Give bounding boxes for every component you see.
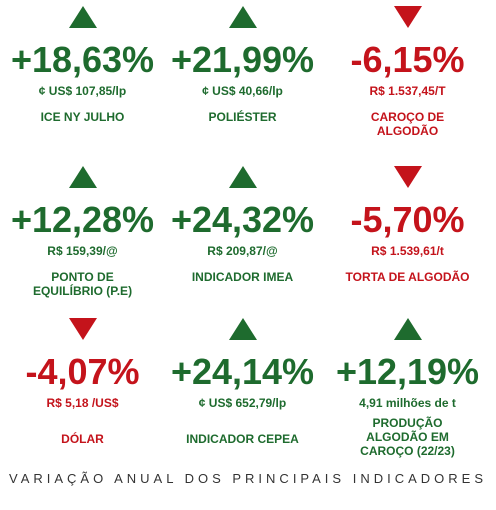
indicator-caroco-algodao: -6,15% R$ 1.537,45/T CAROÇO DE ALGODÃO (325, 6, 490, 138)
change-value: +12,28% (10, 199, 155, 240)
change-value: +24,32% (170, 199, 315, 240)
price-value: R$ 5,18 /US$ (46, 396, 119, 410)
change-value: +12,19% (335, 351, 480, 392)
down-arrow-icon (393, 166, 422, 188)
change-value: -6,15% (350, 39, 465, 80)
price-value: ¢ US$ 107,85/lp (38, 84, 127, 98)
down-arrow-icon (68, 318, 97, 340)
price-value: ¢ US$ 652,79/lp (198, 396, 287, 410)
indicator-label: INDICADOR IMEA (191, 270, 294, 284)
change-value: +24,14% (170, 351, 315, 392)
up-arrow-icon (68, 6, 97, 28)
indicator-ponto-equilibrio: +12,28% R$ 159,39/@ PONTO DE EQUILÍBRIO … (0, 166, 165, 298)
footer-title: VARIAÇÃO ANUAL DOS PRINCIPAIS INDICADORE… (9, 471, 487, 486)
indicator-ice-ny: +18,63% ¢ US$ 107,85/lp ICE NY JULHO (0, 6, 165, 124)
indicator-label: ICE NY JULHO (40, 110, 125, 124)
down-arrow-icon (393, 6, 422, 28)
up-arrow-icon (228, 166, 257, 188)
indicator-label: PRODUÇÃO ALGODÃO EM CAROÇO (22/23) (360, 416, 455, 458)
change-value: -4,07% (25, 351, 140, 392)
price-value: R$ 209,87/@ (207, 244, 278, 258)
indicator-cepea: +24,14% ¢ US$ 652,79/lp INDICADOR CEPEA (160, 318, 325, 446)
up-arrow-icon (68, 166, 97, 188)
indicator-dolar: -4,07% R$ 5,18 /US$ DÓLAR (0, 318, 165, 446)
price-value: R$ 159,39/@ (47, 244, 118, 258)
indicator-label: PONTO DE EQUILÍBRIO (P.E) (32, 270, 133, 298)
price-value: R$ 1.537,45/T (369, 84, 446, 98)
indicator-label: TORTA DE ALGODÃO (345, 270, 470, 284)
up-arrow-icon (393, 318, 422, 340)
price-value: 4,91 milhões de t (359, 396, 456, 410)
change-value: -5,70% (350, 199, 465, 240)
indicator-label: POLIÉSTER (208, 110, 277, 124)
change-value: +18,63% (10, 39, 155, 80)
indicator-torta-algodao: -5,70% R$ 1.539,61/t TORTA DE ALGODÃO (325, 166, 490, 284)
indicator-label: CAROÇO DE ALGODÃO (370, 110, 445, 138)
change-value: +21,99% (170, 39, 315, 80)
indicator-label: DÓLAR (61, 432, 104, 446)
indicator-poliester: +21,99% ¢ US$ 40,66/lp POLIÉSTER (160, 6, 325, 124)
indicator-imea: +24,32% R$ 209,87/@ INDICADOR IMEA (160, 166, 325, 284)
price-value: R$ 1.539,61/t (371, 244, 444, 258)
indicator-label: INDICADOR CEPEA (186, 432, 299, 446)
up-arrow-icon (228, 6, 257, 28)
price-value: ¢ US$ 40,66/lp (202, 84, 283, 98)
indicator-producao-algodao: +12,19% 4,91 milhões de t PRODUÇÃO ALGOD… (325, 318, 490, 458)
up-arrow-icon (228, 318, 257, 340)
